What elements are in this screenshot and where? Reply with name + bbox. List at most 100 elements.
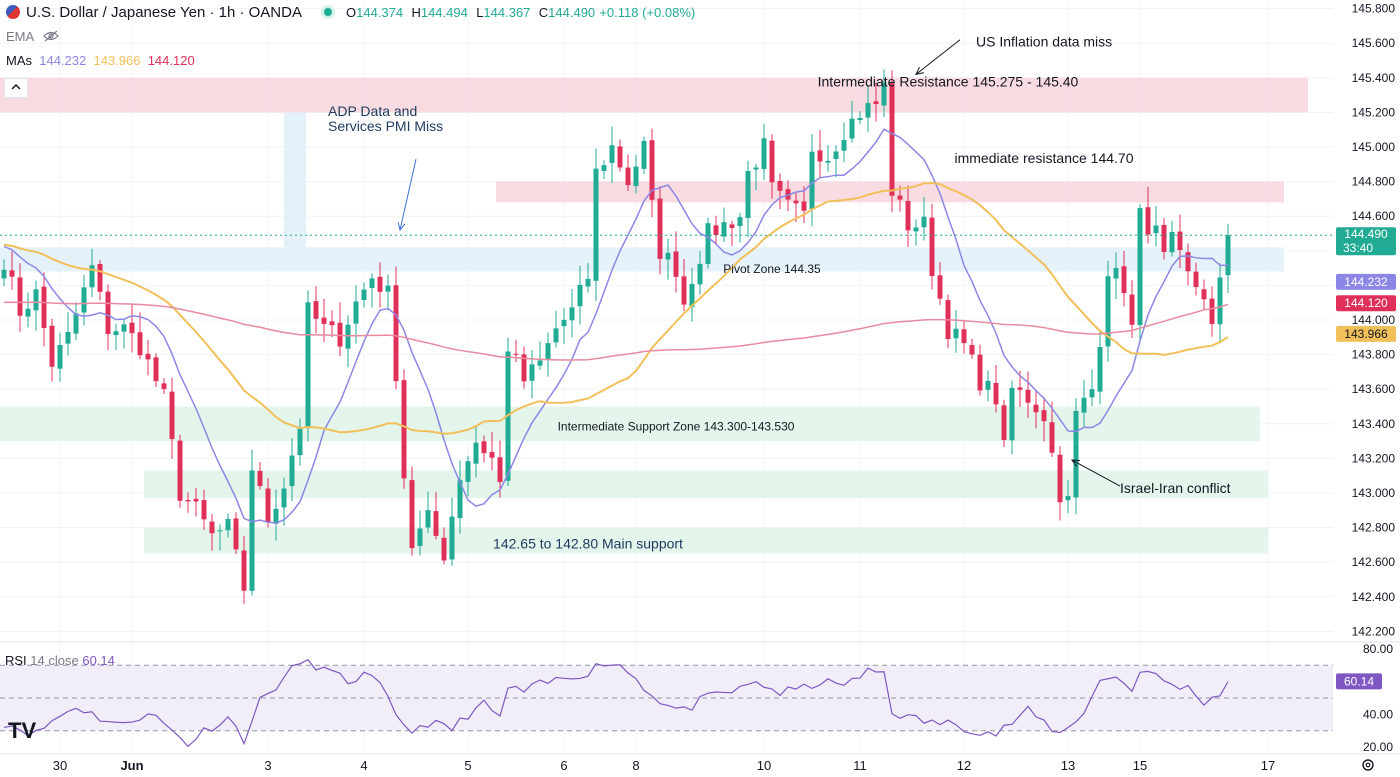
- ma-fast-line: [3, 128, 1229, 524]
- candle-body: [1225, 235, 1231, 276]
- candle-body: [1209, 298, 1215, 324]
- candle-body: [1041, 410, 1047, 422]
- candle-body: [337, 322, 343, 347]
- symbol-title: U.S. Dollar / Japanese Yen · 1h · OANDA: [26, 4, 302, 21]
- candle-body: [473, 442, 479, 464]
- time-axis-label: Jun: [120, 758, 143, 773]
- candle-body: [209, 521, 215, 534]
- open-value: 144.374: [356, 5, 404, 20]
- ma-slow-tag-bg: [1336, 325, 1396, 342]
- ema-legend[interactable]: EMA: [6, 29, 59, 44]
- candle-body: [225, 519, 231, 531]
- candle-body: [737, 217, 743, 227]
- candle-body: [769, 140, 775, 183]
- open-label: O: [345, 5, 357, 20]
- candle-body: [881, 82, 887, 106]
- candle-body: [49, 325, 55, 367]
- candle-body: [1073, 410, 1079, 498]
- time-axis-label: 3: [264, 758, 271, 773]
- candle-body: [521, 354, 527, 382]
- ma-slow-tag: 143.966: [1344, 327, 1388, 341]
- candle-body: [249, 470, 255, 591]
- candle-body: [593, 168, 599, 281]
- candle-body: [1177, 231, 1183, 251]
- last-price-tag-countdown: 33:40: [1343, 241, 1373, 255]
- candle-body: [33, 289, 39, 311]
- candle-body: [73, 313, 79, 334]
- candle-body: [465, 461, 471, 482]
- rsi-params: 14 close: [30, 653, 79, 668]
- rsi-legend[interactable]: RSI 14 close 60.14: [5, 653, 115, 668]
- ma-long-tag-bg: [1336, 295, 1396, 312]
- candle-body: [257, 470, 263, 486]
- candle-body: [217, 530, 223, 532]
- candle-body: [1145, 207, 1151, 235]
- candle-body: [361, 289, 367, 300]
- symbol-header[interactable]: U.S. Dollar / Japanese Yen · 1h · OANDA O…: [6, 4, 695, 21]
- candle-body: [1097, 346, 1103, 392]
- candle-body: [569, 307, 575, 321]
- candle-body: [297, 428, 303, 456]
- candle-body: [1057, 454, 1063, 503]
- candle-body: [681, 276, 687, 305]
- candle-body: [689, 283, 695, 307]
- high-value: 144.494: [420, 5, 468, 20]
- rsi-axis-label: 20.00: [1363, 740, 1393, 754]
- mas-legend[interactable]: MAs 144.232 143.966 144.120: [6, 53, 195, 68]
- price-axis-label: 144.600: [1352, 209, 1396, 223]
- candle-body: [89, 265, 95, 288]
- time-axis-label: 11: [853, 758, 867, 773]
- candle-body: [561, 319, 567, 327]
- candle-body: [369, 278, 375, 288]
- close-value: 144.490: [548, 5, 596, 20]
- candle-body: [817, 150, 823, 162]
- candle-body: [953, 328, 959, 339]
- candle-body: [393, 285, 399, 382]
- candle-body: [1129, 294, 1135, 325]
- price-axis-label: 143.000: [1352, 486, 1396, 500]
- candle-body: [849, 118, 855, 139]
- time-axis-label: 17: [1261, 758, 1275, 773]
- candle-body: [1033, 404, 1039, 413]
- candle-body: [1161, 224, 1167, 252]
- tradingview-logo: TV: [8, 718, 37, 743]
- candle-body: [969, 345, 975, 355]
- last-price-tag: 144.490: [1344, 227, 1388, 241]
- settings-gear-icon[interactable]: [1360, 757, 1376, 773]
- candle-body: [425, 510, 431, 528]
- candle-body: [169, 391, 175, 440]
- price-axis-label: 143.600: [1352, 382, 1396, 396]
- candle-body: [433, 511, 439, 536]
- candle-body: [625, 167, 631, 186]
- low-label: L: [476, 5, 484, 20]
- candle-body: [873, 101, 879, 105]
- candle-body: [985, 380, 991, 390]
- candle-body: [1089, 389, 1095, 398]
- zone-label-intermediate-resistance: Intermediate Resistance 145.275 - 145.40: [818, 74, 1079, 90]
- candle-body: [329, 321, 335, 326]
- candle-body: [697, 263, 703, 285]
- hidden-eye-icon[interactable]: [43, 30, 59, 42]
- rsi-tag-bg: [1336, 673, 1382, 690]
- candle-body: [577, 284, 583, 307]
- candle-body: [913, 227, 919, 232]
- ema-label: EMA: [6, 29, 34, 44]
- rsi-axis-label: 40.00: [1363, 707, 1393, 721]
- candle-body: [761, 138, 767, 170]
- zone-label-pivot-zone: Pivot Zone 144.35: [723, 262, 821, 276]
- price-axis-label: 143.200: [1352, 451, 1396, 465]
- candle-body: [641, 140, 647, 169]
- candle-body: [97, 263, 103, 292]
- israel-iran-annotation-arrow: [1071, 459, 1121, 487]
- candle-body: [865, 103, 871, 118]
- zone-label-intermediate-support: Intermediate Support Zone 143.300-143.53…: [558, 419, 795, 433]
- collapse-legend-button[interactable]: [4, 78, 28, 98]
- candle-body: [1009, 387, 1015, 441]
- candle-body: [897, 195, 903, 200]
- israel-iran-annotation-text: Israel-Iran conflict: [1120, 480, 1231, 496]
- price-axis-label: 145.400: [1352, 71, 1396, 85]
- zone-main-support: [144, 527, 1268, 554]
- candle-body: [633, 166, 639, 187]
- candle-body: [193, 498, 199, 502]
